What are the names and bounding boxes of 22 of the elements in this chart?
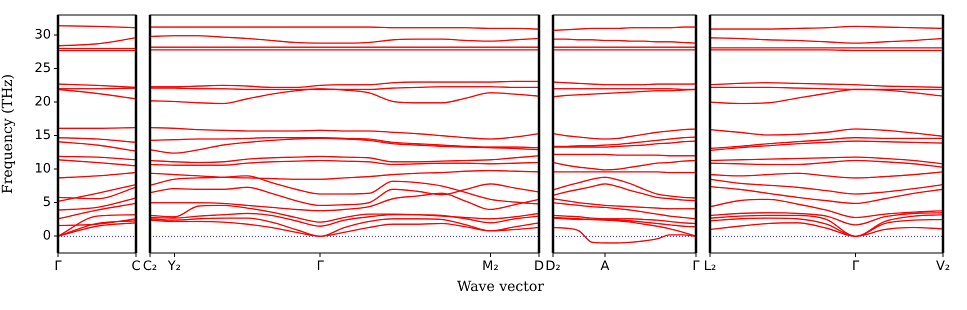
x-axis-title: Wave vector bbox=[457, 279, 544, 295]
x-tick-label: Γ bbox=[692, 259, 700, 274]
x-tick-label: Γ bbox=[54, 259, 62, 274]
y-tick-label: 0 bbox=[42, 228, 51, 244]
x-tick-label: C bbox=[131, 259, 141, 274]
y-tick-label: 15 bbox=[34, 128, 51, 144]
x-tick-label: Γ bbox=[316, 259, 325, 274]
x-tick-label: V₂ bbox=[936, 259, 950, 274]
x-tick-label: L₂ bbox=[704, 259, 716, 274]
x-tick-label: D₂ bbox=[545, 259, 561, 274]
y-tick-label: 25 bbox=[34, 61, 51, 76]
y-tick-label: 20 bbox=[34, 94, 51, 110]
y-axis-title: Frequency (THz) bbox=[0, 74, 16, 194]
x-tick-label: Y₂ bbox=[166, 259, 181, 274]
y-tick-label: 5 bbox=[42, 195, 51, 210]
x-tick-label: C₂ bbox=[142, 259, 158, 274]
x-tick-label: D bbox=[534, 259, 544, 274]
x-tick-label: M₂ bbox=[482, 259, 499, 274]
x-tick-label: Γ bbox=[852, 259, 860, 274]
x-tick-label: A bbox=[600, 259, 610, 274]
y-tick-label: 10 bbox=[34, 162, 51, 177]
y-tick-label: 30 bbox=[34, 27, 51, 42]
